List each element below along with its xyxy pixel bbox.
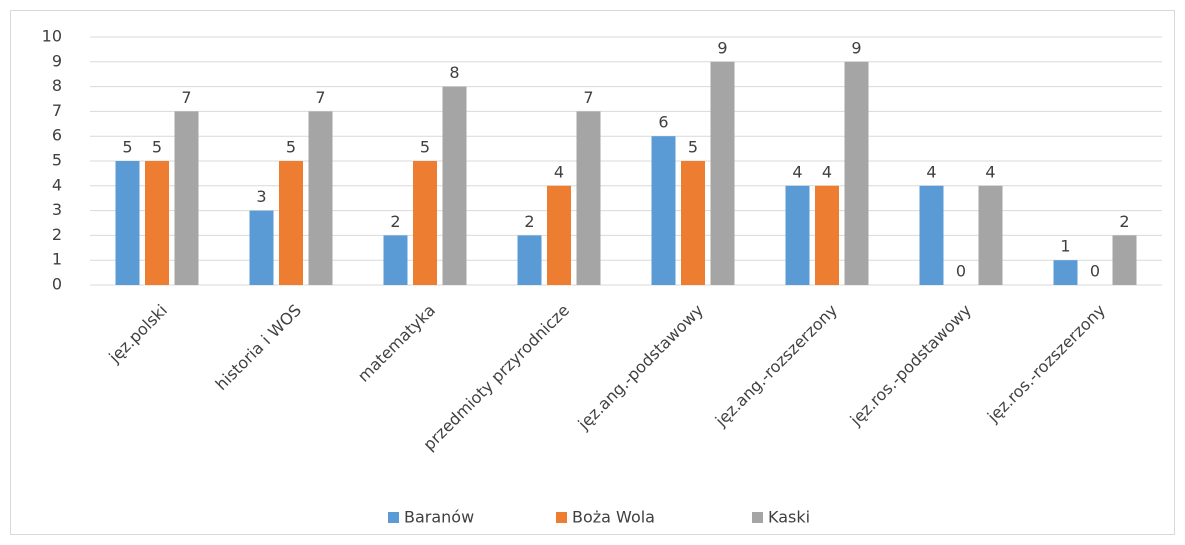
data-label: 4 [926,162,936,181]
y-tick-label: 9 [52,51,62,70]
data-label: 7 [181,88,191,107]
data-label: 7 [583,88,593,107]
legend-swatch [388,512,399,523]
y-tick-label: 0 [52,275,62,294]
bar [547,185,571,285]
bar [145,161,169,285]
bar [710,61,735,285]
bar [651,136,676,285]
bar [1053,260,1078,285]
data-label: 8 [449,63,459,82]
data-label: 5 [286,138,296,157]
data-label: 2 [524,212,534,231]
y-tick-label: 2 [52,225,62,244]
bar [919,185,944,285]
legend-swatch [556,512,567,523]
data-label: 3 [256,187,266,206]
data-label: 2 [1119,212,1129,231]
data-label: 4 [792,162,802,181]
legend-swatch [752,512,763,523]
bar [383,235,408,285]
bar [279,161,303,285]
data-label: 4 [985,162,995,181]
bar [844,61,869,285]
bar [1112,235,1137,285]
data-label: 4 [822,162,832,181]
data-label: 9 [851,38,861,57]
y-tick-label: 6 [52,126,62,145]
y-tick-label: 3 [52,200,62,219]
bar [308,111,333,286]
legend-label: Baranów [404,508,474,527]
bar [576,111,601,286]
data-label: 5 [122,138,132,157]
y-tick-label: 8 [52,76,62,95]
bar [815,185,839,285]
bar [785,185,810,285]
data-label: 0 [1090,262,1100,281]
data-label: 5 [420,138,430,157]
data-label: 5 [152,138,162,157]
data-label: 2 [390,212,400,231]
legend-label: Kaski [768,508,810,527]
y-tick-label: 10 [42,27,62,46]
data-label: 6 [658,113,668,132]
bar [413,161,437,285]
y-tick-label: 7 [52,101,62,120]
data-label: 7 [315,88,325,107]
data-label: 0 [956,262,966,281]
data-label: 9 [717,38,727,57]
bar [249,210,274,285]
bar [517,235,542,285]
data-label: 1 [1060,237,1070,256]
y-tick-label: 5 [52,151,62,170]
legend-label: Boża Wola [572,508,655,527]
bar [442,86,467,285]
bar [174,111,199,286]
y-tick-label: 4 [52,175,62,194]
bar [115,161,140,285]
bar [681,161,705,285]
bar [978,185,1003,285]
y-tick-label: 1 [52,250,62,269]
data-label: 5 [688,138,698,157]
data-label: 4 [554,162,564,181]
